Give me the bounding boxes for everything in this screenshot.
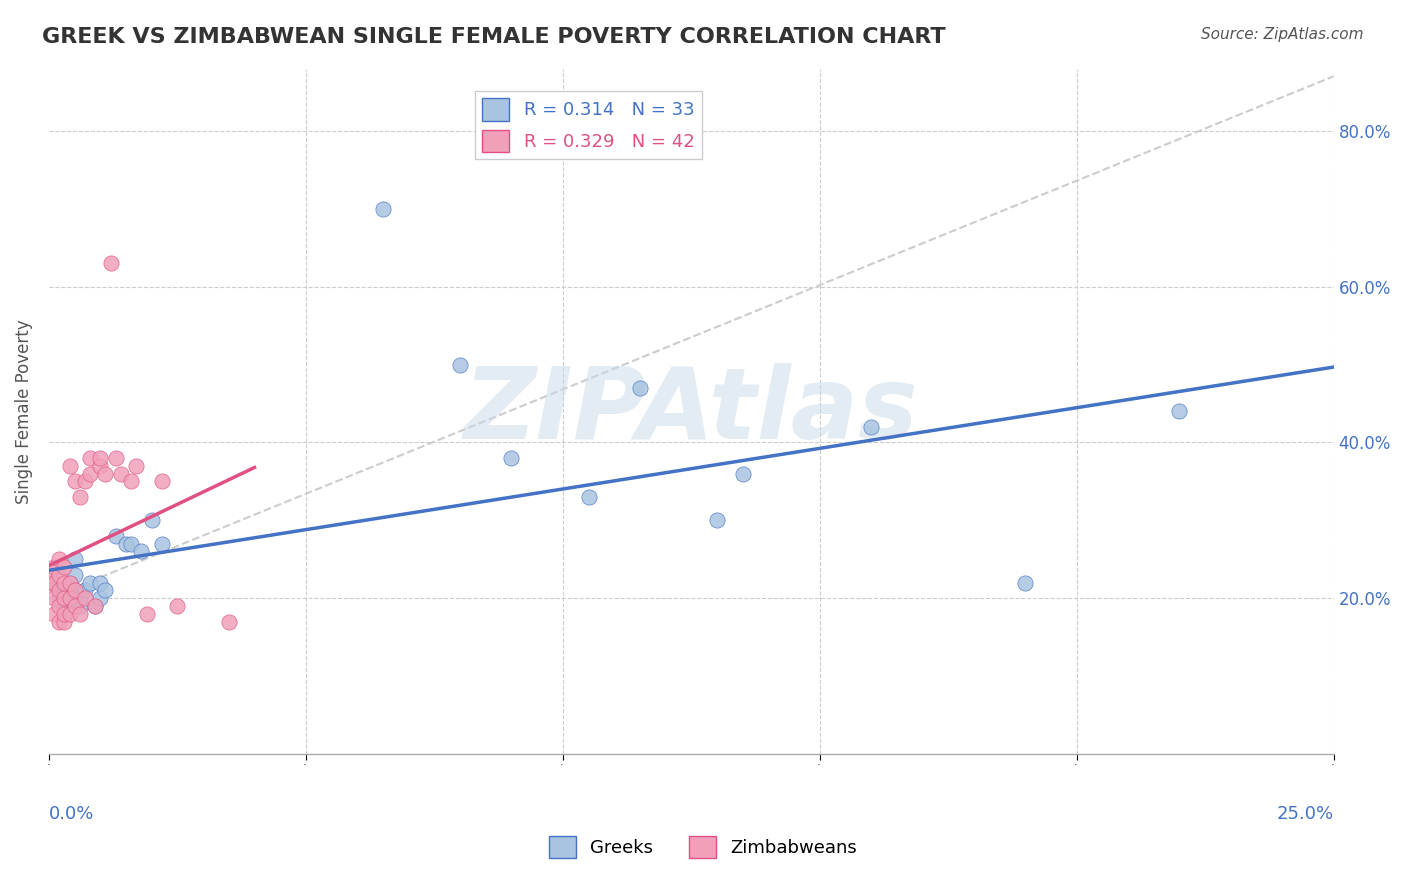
Point bbox=[48, 615, 70, 629]
Point bbox=[69, 490, 91, 504]
Point bbox=[73, 475, 96, 489]
Point bbox=[89, 458, 111, 473]
Point bbox=[48, 591, 70, 606]
Point bbox=[501, 450, 523, 465]
Point bbox=[42, 607, 65, 621]
Point bbox=[48, 567, 70, 582]
Point bbox=[706, 513, 728, 527]
Point bbox=[79, 450, 101, 465]
Point bbox=[73, 591, 96, 606]
Point bbox=[58, 575, 80, 590]
Point bbox=[94, 467, 117, 481]
Point bbox=[218, 615, 240, 629]
Legend: R = 0.314   N = 33, R = 0.329   N = 42: R = 0.314 N = 33, R = 0.329 N = 42 bbox=[475, 91, 702, 159]
Point bbox=[58, 591, 80, 606]
Point bbox=[89, 591, 111, 606]
Point bbox=[141, 513, 163, 527]
Point bbox=[120, 475, 142, 489]
Point bbox=[104, 450, 127, 465]
Point bbox=[53, 583, 76, 598]
Text: GREEK VS ZIMBABWEAN SINGLE FEMALE POVERTY CORRELATION CHART: GREEK VS ZIMBABWEAN SINGLE FEMALE POVERT… bbox=[42, 27, 946, 46]
Point bbox=[1168, 404, 1191, 418]
Point bbox=[38, 575, 60, 590]
Point bbox=[79, 467, 101, 481]
Point bbox=[53, 591, 76, 606]
Point bbox=[166, 599, 188, 613]
Point bbox=[58, 458, 80, 473]
Point bbox=[84, 599, 107, 613]
Point bbox=[42, 575, 65, 590]
Point bbox=[63, 599, 86, 613]
Text: 25.0%: 25.0% bbox=[1277, 805, 1334, 823]
Point bbox=[63, 583, 86, 598]
Point bbox=[628, 381, 651, 395]
Point bbox=[135, 607, 157, 621]
Point bbox=[89, 575, 111, 590]
Point bbox=[371, 202, 394, 216]
Point bbox=[131, 544, 153, 558]
Point bbox=[58, 607, 80, 621]
Point bbox=[63, 552, 86, 566]
Point bbox=[94, 583, 117, 598]
Point bbox=[731, 467, 754, 481]
Point bbox=[63, 567, 86, 582]
Point bbox=[104, 529, 127, 543]
Point bbox=[38, 567, 60, 582]
Point bbox=[63, 583, 86, 598]
Point bbox=[42, 575, 65, 590]
Point bbox=[150, 536, 173, 550]
Point bbox=[89, 450, 111, 465]
Point bbox=[58, 575, 80, 590]
Point bbox=[42, 591, 65, 606]
Point bbox=[449, 358, 471, 372]
Point bbox=[48, 552, 70, 566]
Point bbox=[53, 575, 76, 590]
Point bbox=[125, 458, 148, 473]
Point bbox=[53, 560, 76, 574]
Point bbox=[110, 467, 132, 481]
Point bbox=[578, 490, 600, 504]
Point bbox=[42, 560, 65, 574]
Point bbox=[53, 615, 76, 629]
Point bbox=[79, 575, 101, 590]
Text: 0.0%: 0.0% bbox=[49, 805, 94, 823]
Point bbox=[115, 536, 138, 550]
Legend: Greeks, Zimbabweans: Greeks, Zimbabweans bbox=[541, 829, 865, 865]
Point bbox=[73, 583, 96, 598]
Point bbox=[69, 599, 91, 613]
Point bbox=[53, 607, 76, 621]
Point bbox=[48, 599, 70, 613]
Y-axis label: Single Female Poverty: Single Female Poverty bbox=[15, 319, 32, 504]
Point bbox=[860, 419, 883, 434]
Point bbox=[69, 591, 91, 606]
Point bbox=[150, 475, 173, 489]
Point bbox=[63, 475, 86, 489]
Point bbox=[69, 607, 91, 621]
Point bbox=[58, 591, 80, 606]
Point bbox=[48, 583, 70, 598]
Text: Source: ZipAtlas.com: Source: ZipAtlas.com bbox=[1201, 27, 1364, 42]
Text: ZIPAtlas: ZIPAtlas bbox=[464, 363, 918, 459]
Point bbox=[84, 599, 107, 613]
Point bbox=[100, 256, 122, 270]
Point bbox=[120, 536, 142, 550]
Point bbox=[1014, 575, 1036, 590]
Point bbox=[53, 599, 76, 613]
